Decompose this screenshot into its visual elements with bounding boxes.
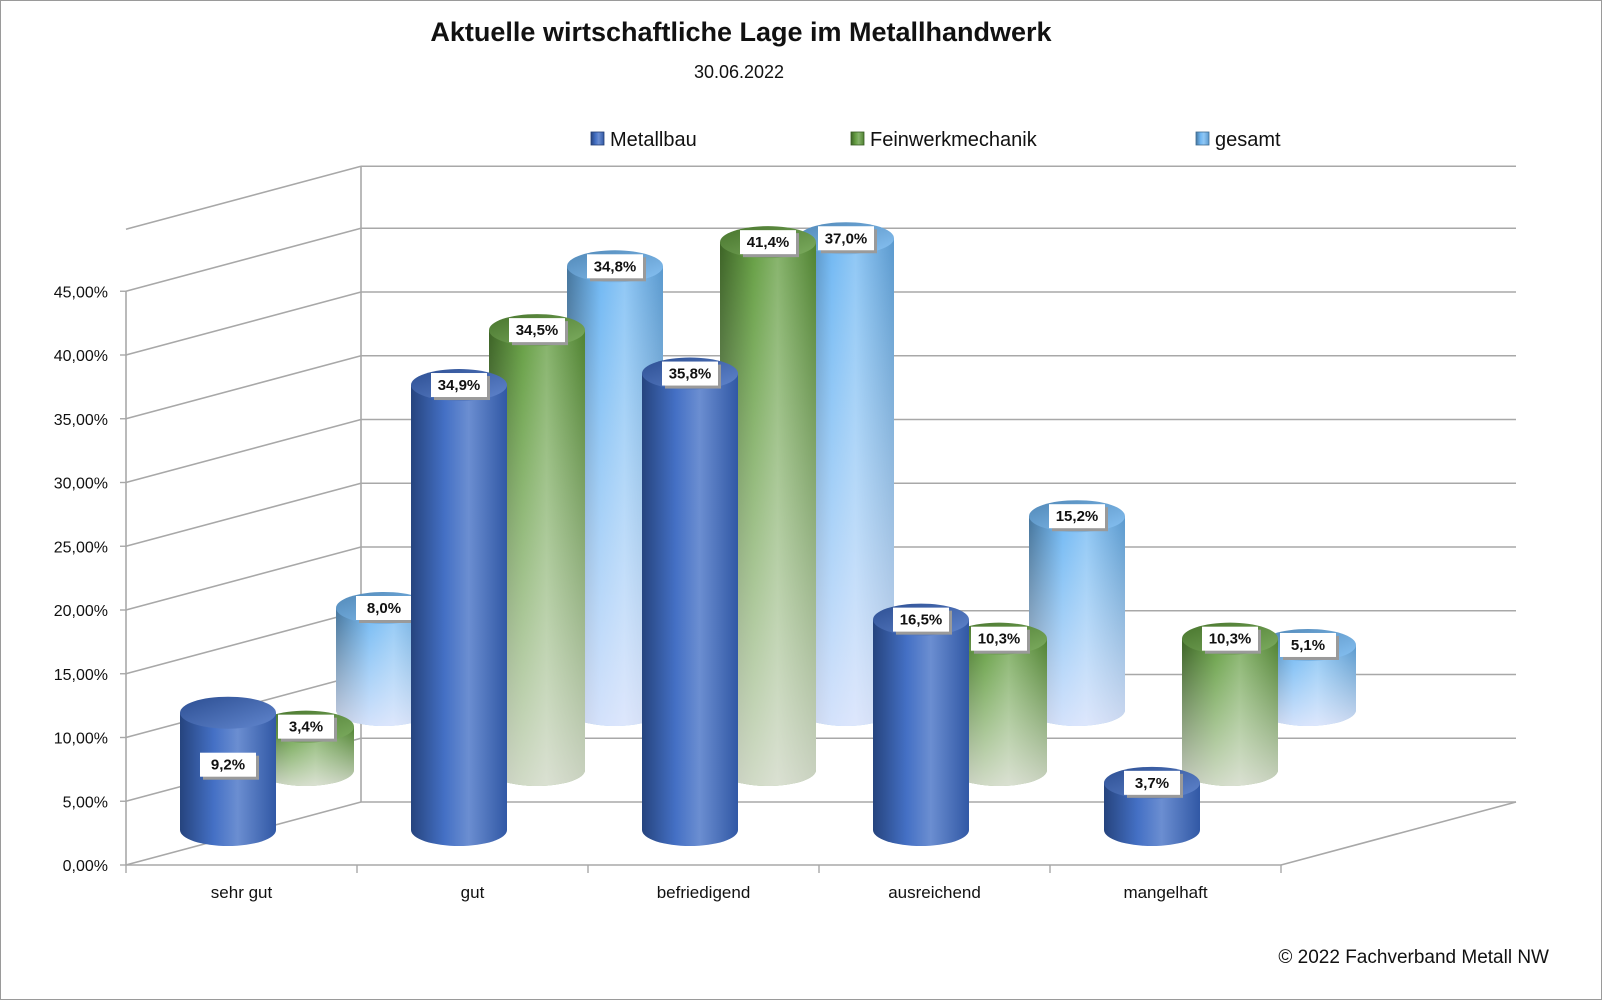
- y-tick-label: 10,00%: [54, 731, 108, 748]
- x-category-label: ausreichend: [888, 883, 981, 902]
- data-label-box: [662, 361, 718, 386]
- data-label: 10,3%: [978, 631, 1021, 648]
- data-label-box: [587, 254, 643, 279]
- data-label: 9,2%: [211, 757, 245, 774]
- data-label-box: [971, 626, 1027, 651]
- data-label-box: [818, 226, 874, 251]
- side-wall-gridline: [125, 227, 362, 293]
- bar-body-sheen: [567, 266, 663, 726]
- data-label-box: [431, 373, 487, 398]
- data-label: 34,5%: [516, 322, 559, 339]
- data-label-box: [1280, 632, 1336, 657]
- bar-gesamt-ausreichend: 15,2%: [1029, 500, 1125, 726]
- bar-body-sheen: [1029, 516, 1125, 726]
- side-wall-gridline: [125, 546, 362, 611]
- data-label-box: [278, 714, 334, 739]
- data-label: 34,8%: [594, 258, 637, 275]
- bar-metallbau-sehr-gut: 9,2%: [180, 696, 276, 846]
- legend-entry: gesamt: [1215, 129, 1281, 151]
- y-tick-label: 15,00%: [54, 667, 108, 684]
- legend-swatch: [850, 131, 865, 146]
- bar-body-sheen: [798, 238, 894, 726]
- bar-body-sheen: [1260, 644, 1356, 726]
- side-wall-gridline: [125, 418, 362, 484]
- y-tick-label: 25,00%: [54, 539, 108, 556]
- data-label-box: [1124, 770, 1180, 795]
- bar-metallbau-befriedigend: 35,8%: [642, 357, 738, 846]
- copyright-notice: © 2022 Fachverband Metall NW: [1278, 947, 1549, 968]
- y-tick-label: 0,00%: [63, 858, 108, 875]
- data-label: 41,4%: [747, 234, 790, 251]
- data-label: 16,5%: [900, 612, 943, 629]
- legend-entry: Metallbau: [610, 129, 697, 151]
- bar-feinwerkmechanik-mangelhaft: 10,3%: [1182, 622, 1278, 786]
- bar-body-sheen: [1104, 782, 1200, 846]
- y-tick-label: 30,00%: [54, 476, 108, 493]
- y-tick-label: 40,00%: [54, 348, 108, 365]
- chart-title: Aktuelle wirtschaftliche Lage im Metallh…: [430, 17, 1052, 47]
- side-wall-gridline: [125, 609, 362, 675]
- x-category-label: befriedigend: [657, 883, 751, 902]
- data-label: 3,4%: [289, 719, 323, 736]
- bar-body-sheen: [642, 373, 738, 846]
- legend: Metallbau Feinwerkmechanik gesamt: [590, 129, 1281, 151]
- data-label-box: [1049, 504, 1105, 529]
- floor-right-edge: [1280, 801, 1517, 866]
- bar-gesamt-sehr-gut: 8,0%: [336, 592, 432, 726]
- bar-body-sheen: [873, 619, 969, 846]
- data-label: 10,3%: [1209, 631, 1252, 648]
- data-label: 37,0%: [825, 230, 868, 247]
- y-tick-label: 20,00%: [54, 603, 108, 620]
- legend-swatch: [590, 131, 605, 146]
- bar-body-sheen: [336, 608, 432, 726]
- bar-metallbau-gut: 34,9%: [411, 369, 507, 846]
- side-wall-gridline: [125, 291, 362, 356]
- data-label: 5,1%: [1291, 637, 1325, 654]
- x-category-label: sehr gut: [211, 883, 273, 902]
- side-wall-gridline: [125, 354, 362, 420]
- bar-body-sheen: [720, 242, 816, 786]
- bar-gesamt-mangelhaft: 5,1%: [1260, 628, 1356, 726]
- bar-body-sheen: [411, 385, 507, 846]
- data-label-box: [1202, 626, 1258, 651]
- data-label-box: [356, 596, 412, 620]
- bar-body-sheen: [1182, 638, 1278, 786]
- data-label: 35,8%: [669, 366, 712, 383]
- x-category-label: gut: [461, 883, 485, 902]
- data-label-box: [740, 230, 796, 255]
- side-wall-top-edge: [125, 165, 362, 231]
- data-label: 8,0%: [367, 600, 401, 617]
- bar-feinwerkmechanik-sehr-gut: 3,4%: [258, 710, 354, 786]
- data-label-box: [893, 607, 949, 632]
- x-category-label: mangelhaft: [1123, 883, 1207, 902]
- bar-feinwerkmechanik-gut: 34,5%: [489, 314, 585, 786]
- bar-body-sheen: [489, 330, 585, 786]
- data-label: 15,2%: [1056, 508, 1099, 525]
- data-label-box: [200, 752, 256, 777]
- x-axis-categories: sehr gut gut befriedigend ausreichend mangel…: [125, 865, 1282, 902]
- bar-body-sheen: [951, 638, 1047, 786]
- data-label: 34,9%: [438, 377, 481, 394]
- data-label-box: [509, 318, 565, 343]
- legend-swatch: [1195, 131, 1210, 146]
- chart-subtitle: 30.06.2022: [694, 62, 784, 82]
- y-axis-ticks: 0,00% 5,00% 10,00% 15,00% 20,00% 25,00% 30,00%…: [54, 284, 126, 875]
- bar-feinwerkmechanik-ausreichend: 10,3%: [951, 622, 1047, 786]
- bar-gesamt-gut: 34,8%: [567, 250, 663, 726]
- data-label: 3,7%: [1135, 775, 1169, 792]
- y-tick-label: 5,00%: [63, 794, 108, 811]
- bar-metallbau-mangelhaft: 3,7%: [1104, 766, 1200, 846]
- y-tick-label: 35,00%: [54, 412, 108, 429]
- bars: 8,0% 34,8% 37,0% 15,2% 5,1% 3,4% 34,5% 41,4% 10,…: [180, 222, 1356, 846]
- side-wall-gridline: [125, 482, 362, 548]
- bar-top: [180, 696, 276, 729]
- y-tick-label: 45,00%: [54, 284, 108, 301]
- bar-feinwerkmechanik-befriedigend: 41,4%: [720, 226, 816, 786]
- legend-entry: Feinwerkmechanik: [870, 129, 1038, 151]
- bar-metallbau-ausreichend: 16,5%: [873, 603, 969, 846]
- bar-gesamt-befriedigend: 37,0%: [798, 222, 894, 726]
